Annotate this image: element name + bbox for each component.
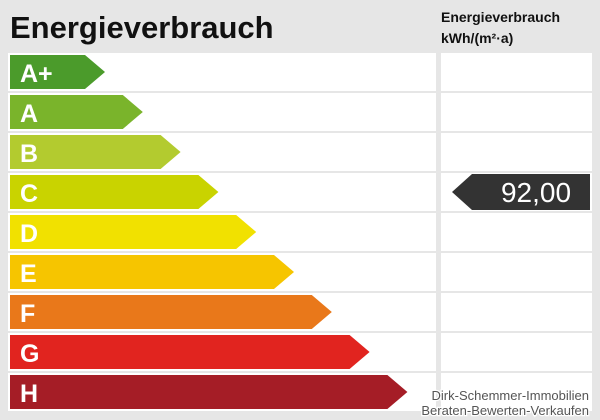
class-arrow: [10, 95, 143, 129]
watermark-line: Dirk-Schemmer-Immobilien: [432, 388, 589, 403]
value-cell: [441, 333, 592, 371]
class-label: H: [20, 380, 38, 408]
value-cell: [441, 53, 592, 91]
value-cell: [441, 93, 592, 131]
value-cell: [441, 133, 592, 171]
column-unit: kWh/(m²·a): [441, 30, 513, 46]
class-label: B: [20, 140, 38, 168]
watermark-line: Beraten-Bewerten-Verkaufen: [421, 403, 589, 418]
class-arrow: [10, 255, 294, 289]
value-cell: [441, 253, 592, 291]
class-arrow: [10, 135, 181, 169]
title: Energieverbrauch: [10, 10, 274, 45]
class-arrow: [10, 375, 408, 409]
class-label: F: [20, 300, 35, 328]
class-label: D: [20, 220, 38, 248]
value-cell: [441, 213, 592, 251]
class-label: E: [20, 260, 37, 288]
value-cell: [441, 373, 592, 411]
column-title: Energieverbrauch: [441, 9, 560, 25]
class-label: G: [20, 340, 39, 368]
watermark: Dirk-Schemmer-Immobilien Beraten-Bewerte…: [420, 387, 590, 420]
class-arrow: [10, 175, 219, 209]
class-label: A: [20, 100, 38, 128]
class-arrow: [10, 295, 332, 329]
value-marker: 92,00: [452, 174, 590, 210]
class-arrow: [10, 55, 105, 89]
marker-arrow: [452, 174, 590, 210]
value-text: 92,00: [501, 177, 571, 208]
class-label: C: [20, 180, 38, 208]
class-arrow: [10, 335, 370, 369]
value-cell: [441, 293, 592, 331]
class-arrow: [10, 215, 257, 249]
class-label: A+: [20, 60, 53, 88]
